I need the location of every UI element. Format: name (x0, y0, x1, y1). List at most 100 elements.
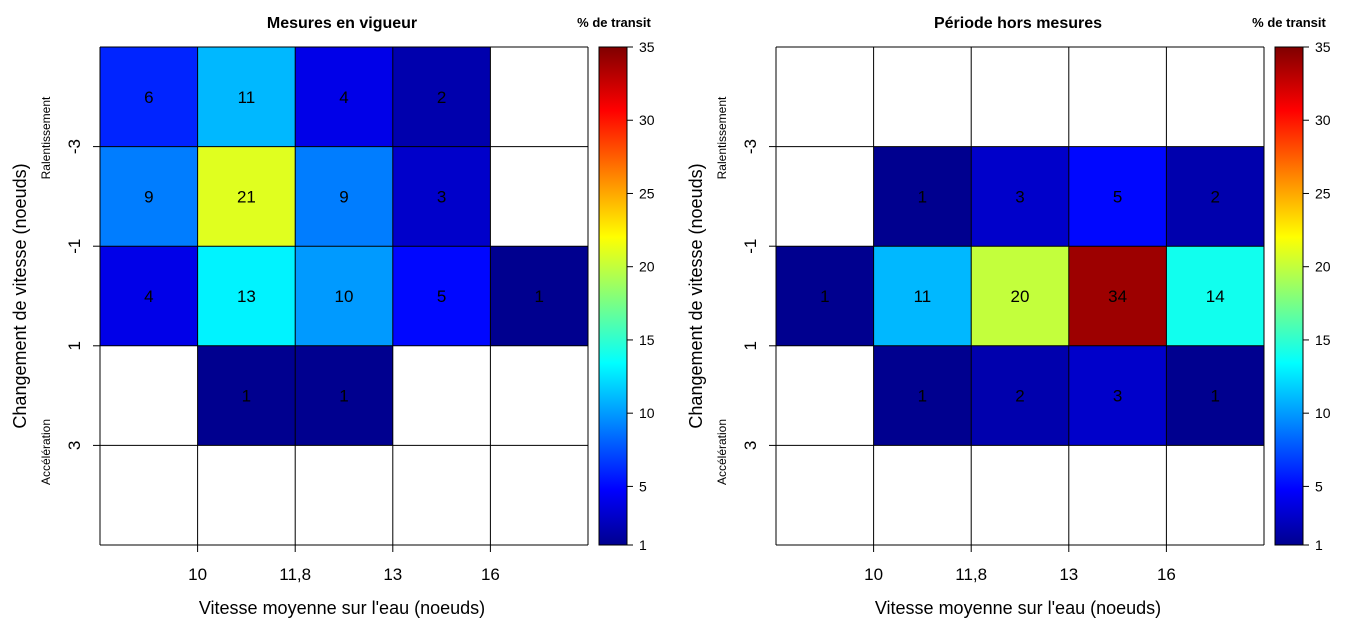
cell-value-label: 6 (144, 88, 153, 107)
cell-value-label: 3 (437, 187, 446, 206)
colorbar-tick-label: 1 (1315, 537, 1323, 553)
colorbar-2 (1274, 46, 1304, 546)
heatmap-cell (100, 146, 198, 247)
colorbar-tick-label: 10 (1315, 405, 1331, 421)
cell-value-label: 4 (339, 88, 348, 107)
x-tick-label: 10 (864, 565, 883, 584)
heatmap-cell (776, 246, 874, 346)
y-tick-label: -3 (65, 139, 84, 154)
heatmap-cell (197, 246, 296, 346)
y-tick-label: -1 (65, 239, 84, 254)
panel-cell-labels-1: 6 11 4 29 21 9 34 13 10 5 11 110 11,8 13 16-3-11315101… (65, 39, 655, 584)
heatmap-cell (1166, 246, 1264, 346)
cell-value-label: 5 (1113, 187, 1122, 206)
colorbar-tick-label: 25 (639, 185, 655, 201)
cell-value-label: 34 (1108, 287, 1127, 306)
colorbar-tick-label: 15 (639, 332, 655, 348)
heatmap-cell (295, 246, 393, 346)
heatmap-cell (971, 146, 1069, 247)
cell-value-label: 3 (1015, 187, 1024, 206)
colorbar-title-1: % de transit (577, 15, 651, 30)
panel-gridlines-1 (93, 46, 633, 552)
colorbar-tick-label: 35 (639, 39, 655, 55)
y-annotation-top-1: Ralentissement (39, 96, 53, 179)
heatmap-cell (392, 47, 491, 147)
cell-value-label: 3 (1113, 387, 1122, 406)
colorbar-tick-label: 10 (639, 405, 655, 421)
cell-value-label: 1 (820, 287, 829, 306)
heatmap-cell (873, 146, 972, 247)
panel-cells-2 (776, 146, 1264, 446)
heatmap-panel-measures: 6 11 4 29 21 9 34 13 10 5 11 110 11,8 13 16-3-11315101… (10, 15, 655, 618)
colorbar-tick-label: 5 (1315, 478, 1323, 494)
heatmap-cell (197, 47, 296, 147)
colorbar-tick-label: 20 (639, 259, 655, 275)
colorbar-tick-label: 1 (639, 537, 647, 553)
cell-value-label: 1 (534, 287, 543, 306)
heatmap-cell (100, 47, 198, 147)
y-tick-label: 3 (65, 441, 84, 450)
cell-value-label: 20 (1011, 287, 1030, 306)
y-axis-label-2: Changement de vitesse (noeuds) (686, 163, 706, 428)
heatmap-cell (197, 345, 296, 446)
colorbar-tick-label: 30 (639, 112, 655, 128)
cell-value-label: 9 (144, 187, 153, 206)
x-tick-label: 11,8 (279, 565, 311, 584)
colorbar-title-2: % de transit (1252, 15, 1326, 30)
heatmap-cell (197, 146, 296, 247)
heatmap-cell (971, 246, 1069, 346)
cell-value-label: 11 (238, 88, 256, 107)
panel-cell-labels-2: 1 3 5 21 11 20 34 141 2 3 110 11,8 13 16-3-1131510152… (741, 39, 1331, 584)
cell-value-label: 1 (1210, 387, 1219, 406)
heatmap-cell (1166, 345, 1264, 446)
cell-value-label: 2 (1015, 387, 1024, 406)
cell-value-label: 21 (237, 187, 256, 206)
y-tick-label: -1 (741, 239, 760, 254)
x-axis-label-1: Vitesse moyenne sur l'eau (noeuds) (199, 598, 485, 618)
heatmap-cell (490, 246, 588, 346)
cell-value-label: 10 (335, 287, 354, 306)
x-tick-label: 16 (1157, 565, 1176, 584)
colorbar-1 (598, 46, 628, 546)
x-tick-label: 13 (1059, 565, 1078, 584)
cell-value-label: 1 (918, 387, 927, 406)
heatmap-cell (1166, 146, 1264, 247)
heatmap-cell (295, 345, 393, 446)
y-tick-label: 1 (65, 341, 84, 350)
y-annotation-bottom-1: Accélération (39, 419, 53, 485)
cell-value-label: 1 (242, 387, 251, 406)
heatmap-cell (295, 146, 393, 247)
colorbar-tick-label: 25 (1315, 185, 1331, 201)
x-tick-label: 13 (383, 565, 402, 584)
cell-value-label: 11 (914, 287, 932, 306)
x-tick-label: 10 (188, 565, 207, 584)
y-tick-label: 3 (741, 441, 760, 450)
cell-value-label: 13 (237, 287, 256, 306)
x-tick-label: 16 (481, 565, 500, 584)
cell-value-label: 14 (1206, 287, 1225, 306)
cell-value-label: 2 (1210, 187, 1219, 206)
cell-value-label: 2 (437, 88, 446, 107)
cell-value-label: 1 (339, 387, 348, 406)
heatmap-cell (392, 246, 491, 346)
y-axis-label-1: Changement de vitesse (noeuds) (10, 163, 30, 428)
y-tick-label: -3 (741, 139, 760, 154)
chart-title-2: Période hors mesures (934, 15, 1102, 32)
colorbar-tick-label: 15 (1315, 332, 1331, 348)
cell-value-label: 9 (339, 187, 348, 206)
cell-value-label: 4 (144, 287, 153, 306)
colorbar-tick-label: 5 (639, 478, 647, 494)
cell-value-label: 5 (437, 287, 446, 306)
y-annotation-top-2: Ralentissement (715, 96, 729, 179)
heatmap-cell (1068, 146, 1167, 247)
heatmap-cell (392, 146, 491, 247)
heatmap-cell (100, 246, 198, 346)
panel-gridlines-2 (769, 46, 1309, 552)
heatmap-cell (971, 345, 1069, 446)
x-tick-label: 11,8 (955, 565, 987, 584)
chart-title-1: Mesures en vigueur (267, 15, 417, 32)
y-annotation-bottom-2: Accélération (715, 419, 729, 485)
panel-cells-1 (100, 47, 588, 446)
heatmap-cell (1068, 345, 1167, 446)
